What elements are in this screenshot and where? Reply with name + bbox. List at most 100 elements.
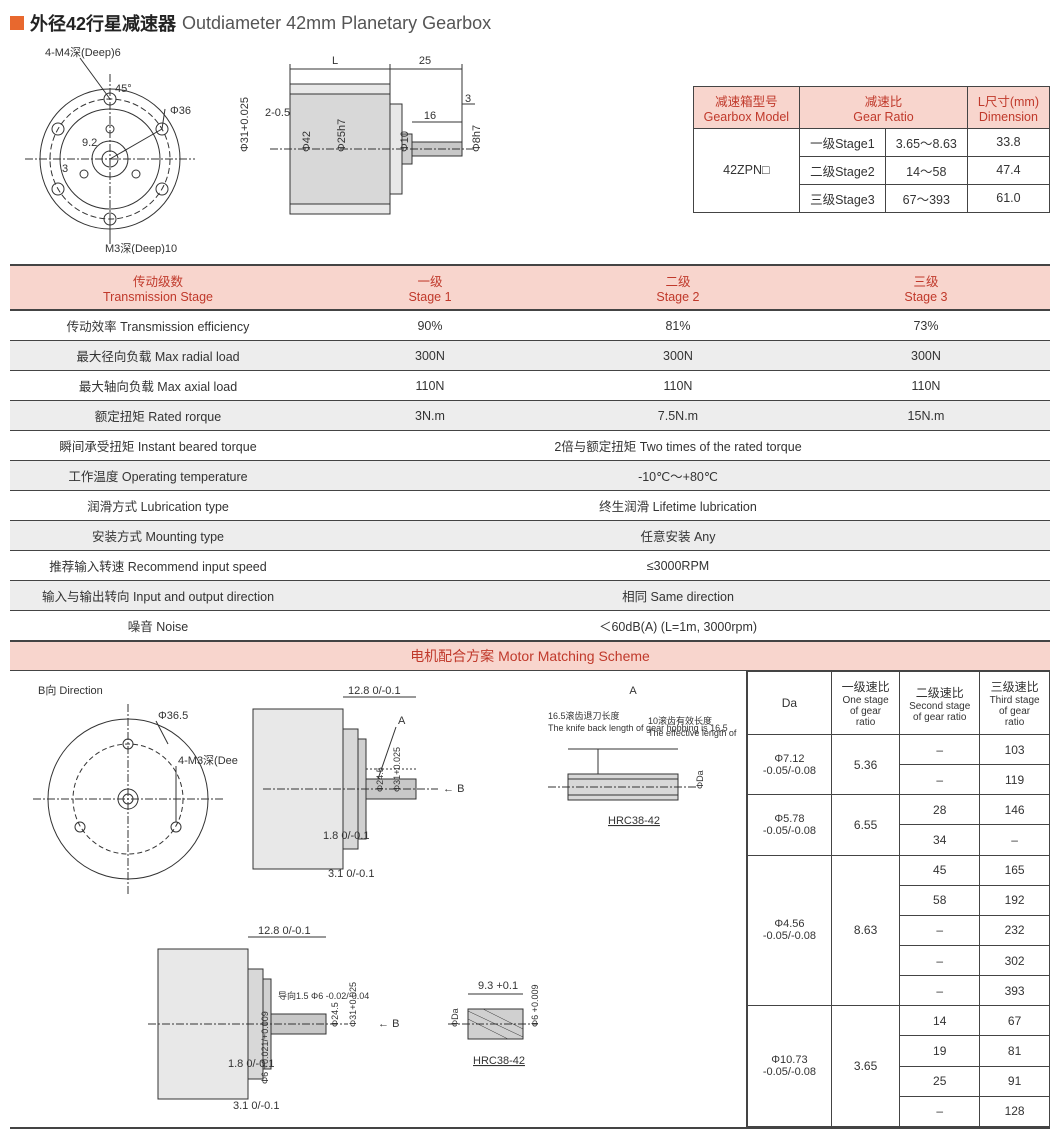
svg-text:4-M4深(Deep)6: 4-M4深(Deep)6: [45, 46, 121, 59]
gb-cell: 33.8: [967, 128, 1049, 156]
spec-label: 推荐输入转速 Recommend input speed: [10, 551, 306, 581]
ratio-s2: –: [900, 765, 980, 795]
gear-ratio-table: Da 一级速比One stage of gear ratio 二级速比Secon…: [747, 671, 1050, 1127]
ratio-s2: 45: [900, 855, 980, 885]
svg-text:9.2: 9.2: [82, 137, 97, 149]
svg-text:HRC38-42: HRC38-42: [608, 815, 660, 827]
spec-label: 额定扭矩 Rated rorque: [10, 401, 306, 431]
svg-text:ΦDa: ΦDa: [695, 770, 705, 789]
spec-value: 81%: [554, 310, 802, 341]
svg-text:Φ25h7: Φ25h7: [336, 119, 348, 152]
svg-text:12.8 0/-0.1: 12.8 0/-0.1: [348, 685, 401, 697]
spec-label: 输入与输出转向 Input and output direction: [10, 581, 306, 611]
ratio-s3: 393: [980, 976, 1050, 1006]
ratio-s3: 302: [980, 945, 1050, 975]
svg-text:← B: ← B: [378, 1018, 399, 1030]
ratio-one: 3.65: [831, 1006, 899, 1127]
spec-table: 传动级数Transmission Stage 一级Stage 1 二级Stage…: [10, 264, 1050, 641]
gb-model: 42ZPN□: [693, 128, 799, 212]
svg-text:16: 16: [424, 110, 436, 122]
title-en: Outdiameter 42mm Planetary Gearbox: [182, 13, 491, 34]
svg-text:A: A: [398, 715, 406, 727]
spec-value: 3N.m: [306, 401, 554, 431]
svg-text:ΦDa: ΦDa: [450, 1008, 460, 1027]
rt-h2: 二级速比Second stage of gear ratio: [900, 672, 980, 735]
gb-cell: 67～393: [885, 184, 967, 212]
ratio-s2: 19: [900, 1036, 980, 1066]
spec-value: 110N: [802, 371, 1050, 401]
svg-text:1.8 0/-0.1: 1.8 0/-0.1: [323, 830, 369, 842]
side-diagram: L 25 2-0.5 Φ31+0.025 Φ42 Φ25h7 Φ10 16 3 …: [230, 44, 490, 254]
spec-label: 最大轴向负载 Max axial load: [10, 371, 306, 401]
svg-text:Φ6 +0.009: Φ6 +0.009: [530, 985, 540, 1027]
ratio-one: 5.36: [831, 735, 899, 795]
gb-cell: 3.65～8.63: [885, 128, 967, 156]
svg-text:3.1 0/-0.1: 3.1 0/-0.1: [233, 1100, 279, 1112]
motor-matching-header: 电机配合方案 Motor Matching Scheme: [10, 641, 1050, 671]
spec-value: 相同 Same direction: [306, 581, 1050, 611]
svg-text:A: A: [629, 685, 637, 697]
svg-text:Φ10: Φ10: [399, 131, 411, 152]
ratio-da: Φ5.78 -0.05/-0.08: [748, 795, 832, 855]
ratio-s3: 119: [980, 765, 1050, 795]
front-diagram: 4-M4深(Deep)6 45° Φ36 9.2 3 M3深(Deep)10: [10, 44, 210, 254]
spec-label: 噪音 Noise: [10, 611, 306, 641]
spec-value: ＜60dB(A) (L=1m, 3000rpm): [306, 611, 1050, 641]
ratio-s2: 58: [900, 885, 980, 915]
title-cn: 外径42行星减速器: [30, 10, 176, 36]
ratio-da: Φ10.73 -0.05/-0.08: [748, 1006, 832, 1127]
svg-text:3: 3: [62, 163, 68, 175]
ratio-s3: 91: [980, 1066, 1050, 1096]
spec-value: 15N.m: [802, 401, 1050, 431]
mh-3: 三级Stage 3: [802, 265, 1050, 310]
ratio-s3: –: [980, 825, 1050, 855]
svg-text:3: 3: [465, 93, 471, 105]
svg-text:Φ36: Φ36: [170, 105, 191, 117]
ratio-da: Φ7.12 -0.05/-0.08: [748, 735, 832, 795]
rt-h0: Da: [748, 672, 832, 735]
svg-text:The effective length of gear h: The effective length of gear hobbing is …: [648, 728, 738, 738]
svg-text:12.8 0/-0.1: 12.8 0/-0.1: [258, 925, 311, 937]
gb-cell: 47.4: [967, 156, 1049, 184]
spec-value: 110N: [306, 371, 554, 401]
rt-h3: 三级速比Third stage of gear ratio: [980, 672, 1050, 735]
svg-text:Φ31+0.025: Φ31+0.025: [239, 97, 251, 152]
svg-text:Φ31+0.025: Φ31+0.025: [392, 747, 402, 792]
svg-text:← B: ← B: [443, 783, 464, 795]
svg-text:HRC38-42: HRC38-42: [473, 1055, 525, 1067]
spec-value: -10℃～+80℃: [306, 461, 1050, 491]
spec-value: 300N: [802, 341, 1050, 371]
ratio-s3: 232: [980, 915, 1050, 945]
spec-value: 2倍与额定扭矩 Two times of the rated torque: [306, 431, 1050, 461]
svg-text:2-0.5: 2-0.5: [265, 107, 290, 119]
gb-cell: 一级Stage1: [800, 128, 886, 156]
mh-1: 一级Stage 1: [306, 265, 554, 310]
ratio-s2: –: [900, 1096, 980, 1126]
spec-value: 90%: [306, 310, 554, 341]
svg-text:45°: 45°: [115, 83, 132, 95]
mh-2: 二级Stage 2: [554, 265, 802, 310]
spec-value: 73%: [802, 310, 1050, 341]
svg-text:25: 25: [419, 55, 431, 67]
spec-value: 7.5N.m: [554, 401, 802, 431]
spec-value: 终生润滑 Lifetime lubrication: [306, 491, 1050, 521]
spec-value: 300N: [306, 341, 554, 371]
ratio-s2: 34: [900, 825, 980, 855]
svg-text:9.3 +0.1: 9.3 +0.1: [478, 980, 518, 992]
gb-cell: 二级Stage2: [800, 156, 886, 184]
spec-label: 安装方式 Mounting type: [10, 521, 306, 551]
rt-h1: 一级速比One stage of gear ratio: [831, 672, 899, 735]
ratio-s3: 103: [980, 735, 1050, 765]
ratio-s3: 67: [980, 1006, 1050, 1036]
ratio-one: 8.63: [831, 855, 899, 1006]
svg-text:Φ42: Φ42: [301, 131, 313, 152]
gb-h0: 减速箱型号Gearbox Model: [693, 86, 799, 128]
gb-cell: 61.0: [967, 184, 1049, 212]
ratio-s3: 81: [980, 1036, 1050, 1066]
top-section: 4-M4深(Deep)6 45° Φ36 9.2 3 M3深(Deep)10: [10, 44, 1050, 254]
gb-h1: 减速比Gear Ratio: [800, 86, 968, 128]
ratio-one: 6.55: [831, 795, 899, 855]
svg-text:10滚齿有效长度: 10滚齿有效长度: [648, 715, 712, 726]
gb-cell: 14～58: [885, 156, 967, 184]
page-title: 外径42行星减速器 Outdiameter 42mm Planetary Gea…: [10, 10, 1050, 36]
